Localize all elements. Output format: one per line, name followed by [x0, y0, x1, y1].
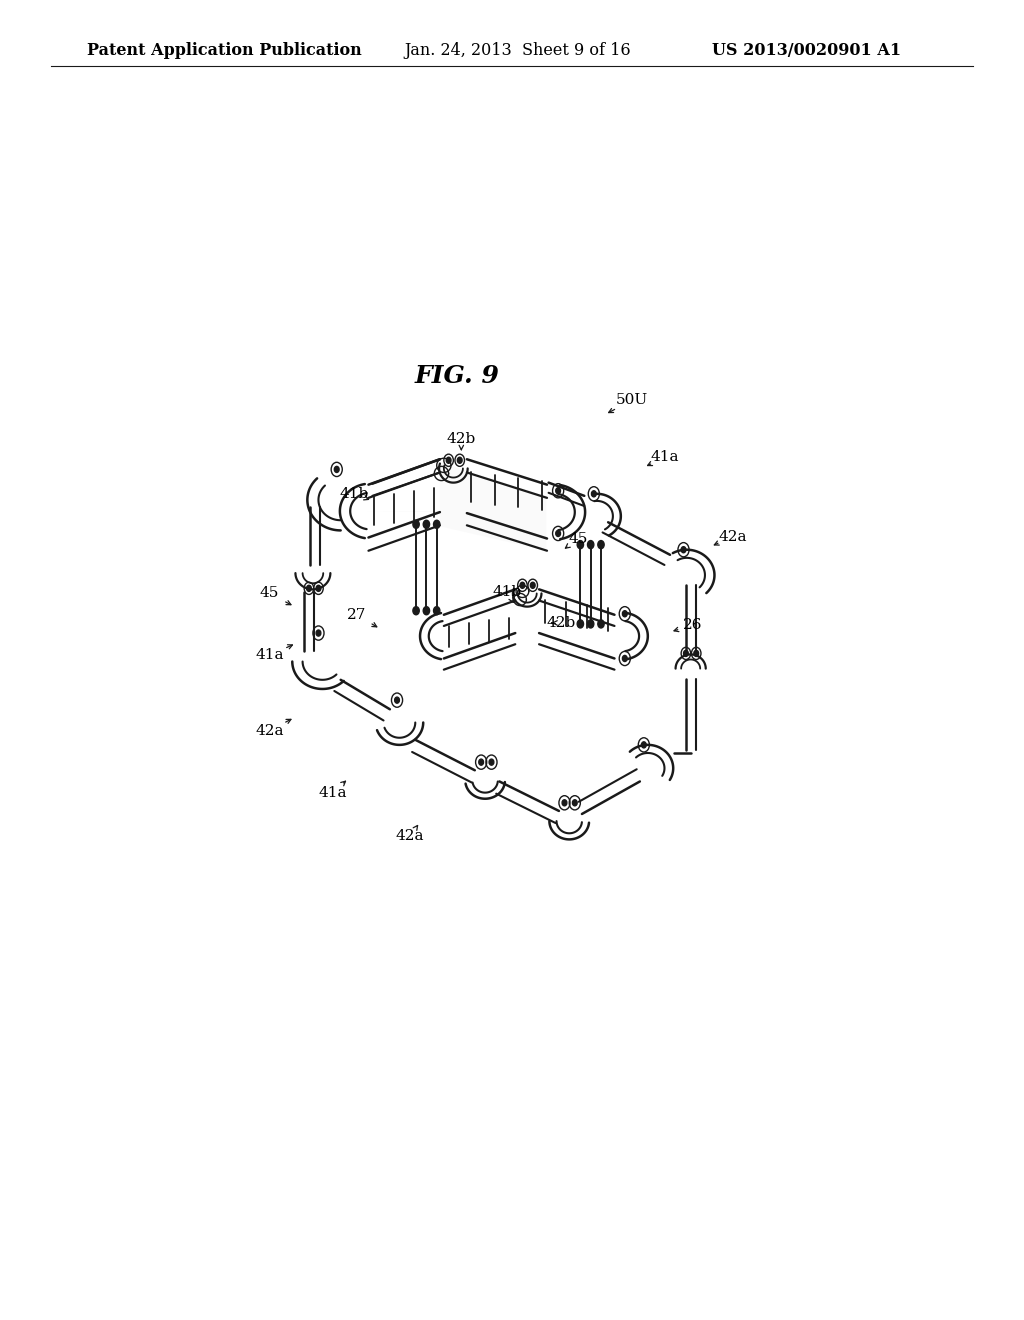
Text: 41a: 41a [255, 648, 284, 663]
Text: 50U: 50U [615, 393, 648, 408]
Circle shape [433, 520, 440, 528]
Text: 42b: 42b [446, 432, 476, 446]
Circle shape [489, 759, 494, 766]
Circle shape [556, 531, 560, 536]
Circle shape [316, 585, 321, 591]
Text: Patent Application Publication: Patent Application Publication [87, 42, 361, 58]
Text: 42a: 42a [255, 723, 284, 738]
Text: 42a: 42a [719, 529, 746, 544]
Circle shape [578, 541, 584, 549]
Circle shape [306, 585, 311, 591]
Text: 45: 45 [259, 586, 279, 601]
Circle shape [588, 620, 594, 628]
Circle shape [623, 656, 627, 661]
Circle shape [413, 607, 419, 615]
Text: 41a: 41a [318, 785, 347, 800]
Text: 41b: 41b [493, 585, 522, 599]
Text: 27: 27 [347, 607, 367, 622]
Circle shape [433, 607, 440, 615]
Circle shape [316, 630, 321, 636]
Circle shape [572, 800, 578, 805]
Circle shape [562, 800, 567, 805]
Circle shape [394, 697, 399, 704]
Circle shape [446, 457, 451, 463]
Circle shape [694, 651, 698, 656]
Text: 42b: 42b [547, 616, 575, 630]
Circle shape [588, 541, 594, 549]
Text: US 2013/0020901 A1: US 2013/0020901 A1 [712, 42, 901, 58]
Circle shape [334, 466, 339, 473]
Text: 26: 26 [683, 618, 702, 632]
Circle shape [556, 487, 560, 494]
Polygon shape [367, 462, 546, 550]
Text: 41a: 41a [650, 450, 679, 465]
Text: FIG. 9: FIG. 9 [415, 364, 500, 388]
Circle shape [598, 541, 604, 549]
Text: 41b: 41b [340, 487, 369, 500]
Circle shape [681, 546, 686, 553]
Circle shape [530, 582, 536, 589]
Circle shape [458, 457, 462, 463]
Circle shape [423, 520, 430, 528]
Circle shape [413, 520, 419, 528]
Circle shape [479, 759, 483, 766]
Circle shape [623, 611, 627, 616]
Circle shape [641, 742, 646, 748]
Circle shape [684, 651, 688, 656]
Circle shape [423, 607, 430, 615]
Text: 45: 45 [568, 532, 588, 545]
Circle shape [592, 491, 596, 496]
Text: 42a: 42a [395, 829, 424, 843]
Circle shape [578, 620, 584, 628]
Circle shape [520, 582, 525, 589]
Text: Jan. 24, 2013  Sheet 9 of 16: Jan. 24, 2013 Sheet 9 of 16 [404, 42, 631, 58]
Circle shape [598, 620, 604, 628]
